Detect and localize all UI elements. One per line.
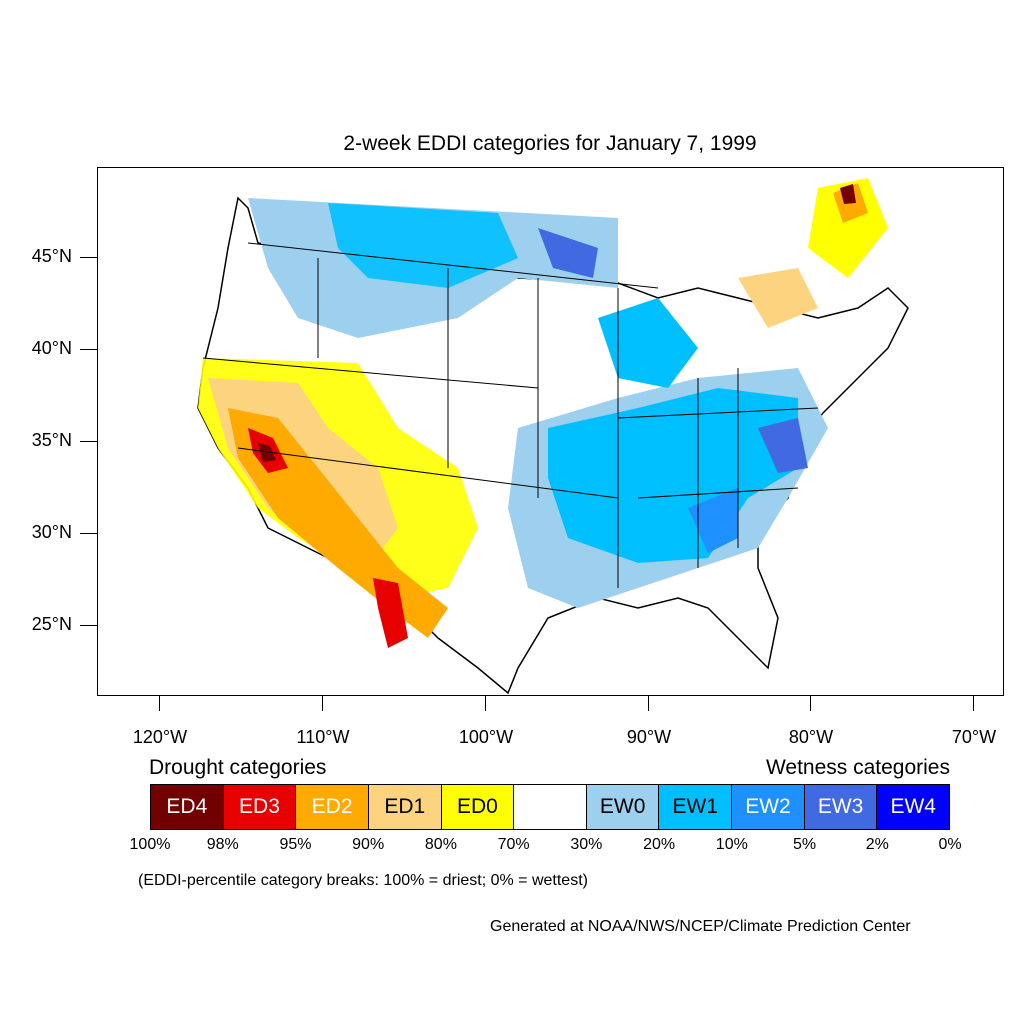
drought-categories-heading: Drought categories bbox=[149, 756, 327, 779]
northeast-ed4-patch bbox=[840, 184, 856, 204]
legend-ed4: ED4 bbox=[151, 785, 224, 829]
percentile-label: 10% bbox=[715, 836, 748, 853]
lat-tick bbox=[80, 625, 97, 626]
central-ew1-region bbox=[548, 388, 798, 563]
lon-tick bbox=[159, 696, 160, 711]
lat-tick bbox=[80, 257, 97, 258]
lat-label-30: 30°N bbox=[31, 522, 72, 542]
legend-ew2: EW2 bbox=[732, 785, 805, 829]
legend-ed2: ED2 bbox=[296, 785, 369, 829]
west-ed4-patch bbox=[258, 443, 276, 462]
lat-label-45: 45°N bbox=[31, 246, 72, 266]
percentile-label: 30% bbox=[570, 836, 603, 853]
northeast-ed0-region bbox=[808, 178, 888, 278]
percentile-label: 100% bbox=[129, 836, 171, 853]
percentile-label: 5% bbox=[792, 836, 817, 853]
percentile-label: 0% bbox=[938, 836, 962, 853]
north-ew1-region bbox=[328, 203, 518, 288]
percentile-label: 2% bbox=[865, 836, 889, 853]
lat-label-25: 25°N bbox=[31, 614, 72, 634]
lon-tick bbox=[648, 696, 649, 711]
lat-tick bbox=[80, 441, 97, 442]
great-lakes-ew1-region bbox=[598, 298, 698, 388]
lon-tick bbox=[973, 696, 974, 711]
lon-label-70: 70°W bbox=[951, 727, 997, 747]
lat-tick bbox=[80, 533, 97, 534]
category-breaks-note: (EDDI-percentile category breaks: 100% =… bbox=[138, 872, 588, 889]
map-canvas bbox=[197, 178, 909, 695]
legend-ed0: ED0 bbox=[441, 785, 515, 829]
lon-tick bbox=[322, 696, 323, 711]
state-boundaries bbox=[202, 242, 819, 588]
percentile-label: 20% bbox=[643, 836, 676, 853]
lat-tick bbox=[80, 349, 97, 350]
wetness-categories-heading: Wetness categories bbox=[765, 756, 950, 779]
legend-ew3: EW3 bbox=[804, 785, 878, 829]
lon-label-90: 90°W bbox=[626, 727, 672, 747]
legend-neutral bbox=[514, 785, 587, 829]
percentile-label: 95% bbox=[279, 836, 312, 853]
lon-label-100: 100°W bbox=[458, 727, 514, 747]
map-title: 2-week EDDI categories for January 7, 19… bbox=[343, 132, 757, 155]
legend-ew4: EW4 bbox=[877, 785, 950, 829]
lon-tick bbox=[485, 696, 486, 711]
percentile-label: 70% bbox=[497, 836, 530, 853]
lat-label-35: 35°N bbox=[31, 430, 72, 450]
appalachian-ew3-region bbox=[758, 418, 808, 473]
percentile-label: 80% bbox=[424, 836, 457, 853]
lon-tick bbox=[810, 696, 811, 711]
southeast-ew2-region bbox=[688, 488, 738, 553]
eddi-map bbox=[97, 167, 1004, 696]
percentile-label: 98% bbox=[206, 836, 239, 853]
legend-ed3: ED3 bbox=[223, 785, 297, 829]
minnesota-ew3-region bbox=[538, 228, 598, 278]
legend-ed1: ED1 bbox=[368, 785, 442, 829]
lon-label-80: 80°W bbox=[788, 727, 834, 747]
lon-label-120: 120°W bbox=[132, 727, 188, 747]
legend-ew1: EW1 bbox=[659, 785, 733, 829]
lat-label-40: 40°N bbox=[31, 338, 72, 358]
legend-ew0: EW0 bbox=[586, 785, 660, 829]
percentile-label: 90% bbox=[352, 836, 385, 853]
category-legend: ED4 ED3 ED2 ED1 ED0 EW0 EW1 EW2 EW3 EW4 bbox=[150, 784, 950, 830]
lon-label-110: 110°W bbox=[296, 727, 350, 747]
credit-text: Generated at NOAA/NWS/NCEP/Climate Predi… bbox=[490, 918, 911, 935]
northeast-ed1-region bbox=[738, 268, 818, 328]
southwest-ed3-region bbox=[373, 578, 408, 648]
